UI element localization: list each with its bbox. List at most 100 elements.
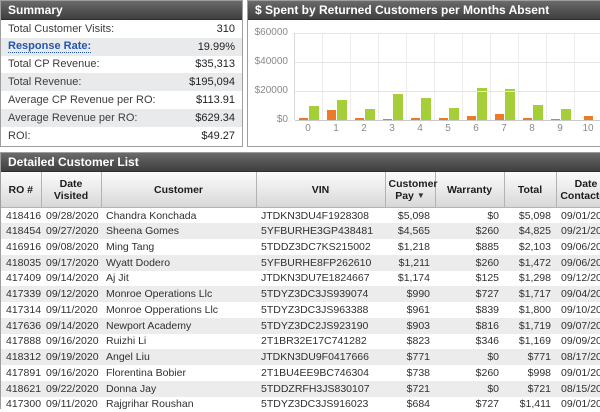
customer-list-header: Detailed Customer List [1, 153, 600, 172]
green-series-bar [309, 106, 319, 120]
gridline [295, 33, 600, 34]
cell-total: $1,717 [504, 286, 556, 302]
cell-warranty: $125 [435, 271, 504, 287]
green-series-bar [505, 89, 515, 120]
gridline [295, 120, 600, 121]
bar-group [547, 33, 575, 120]
cell-customer-pay: $823 [385, 334, 435, 350]
cell-date-contacted: 09/07/2020 [556, 318, 600, 334]
bar-group [407, 33, 435, 120]
cell-vin: 5YFBURHE8FP262610 [256, 255, 385, 271]
cell-date-contacted: 09/01/2020 [556, 397, 600, 412]
cell-date-contacted: 08/15/2020 [556, 381, 600, 397]
green-series-bar [561, 109, 571, 120]
cell-customer-pay: $738 [385, 365, 435, 381]
chart-panel-header: $ Spent by Returned Customers per Months… [248, 1, 600, 20]
response-rate-link[interactable]: Response Rate: [8, 40, 91, 53]
cell-customer: Monroe Operations Llc [101, 286, 256, 302]
cell-date-contacted: 09/10/2020 [556, 302, 600, 318]
cell-date-visited: 09/12/2020 [41, 286, 101, 302]
y-tick-label: $20000 [248, 86, 288, 96]
cell-date-visited: 09/16/2020 [41, 365, 101, 381]
summary-row: Average Revenue per RO:$629.34 [1, 109, 242, 127]
bar-group [463, 33, 491, 120]
green-series-bar [421, 98, 431, 120]
cell-customer-pay: $1,218 [385, 239, 435, 255]
x-tick-label: 6 [462, 123, 490, 134]
cell-customer-pay: $1,174 [385, 271, 435, 287]
bar-group [379, 33, 407, 120]
cell-date-contacted: 09/06/2020 [556, 255, 600, 271]
column-header-warranty[interactable]: Warranty [435, 172, 504, 208]
cell-customer-pay: $961 [385, 302, 435, 318]
cell-date-visited: 09/17/2020 [41, 255, 101, 271]
cell-total: $1,472 [504, 255, 556, 271]
cell-total: $2,103 [504, 239, 556, 255]
column-header-ro-[interactable]: RO # [1, 172, 41, 208]
summary-label: Average CP Revenue per RO: [8, 94, 156, 106]
x-tick-label: 10 [574, 123, 600, 134]
summary-row: ROI:$49.27 [1, 127, 242, 145]
cell-ro-: 418035 [1, 255, 41, 271]
bar-group [575, 33, 600, 120]
column-header-vin[interactable]: VIN [256, 172, 385, 208]
cell-warranty: $346 [435, 334, 504, 350]
cell-date-contacted: 09/21/2020 [556, 223, 600, 239]
green-series-bar [533, 105, 543, 120]
cell-total: $4,825 [504, 223, 556, 239]
cell-customer-pay: $771 [385, 349, 435, 365]
cell-ro-: 417300 [1, 397, 41, 412]
x-tick-label: 7 [490, 123, 518, 134]
bar-group [323, 33, 351, 120]
cell-customer: Rajgrihar Roushan [101, 397, 256, 412]
chart-plot-area [294, 33, 600, 120]
cell-vin: 5TDDZRFH3JS830107 [256, 381, 385, 397]
cell-total: $771 [504, 349, 556, 365]
cell-customer-pay: $721 [385, 381, 435, 397]
summary-value: $49.27 [201, 130, 235, 142]
cell-total: $1,169 [504, 334, 556, 350]
cell-date-visited: 09/11/2020 [41, 397, 101, 412]
gridline [295, 91, 600, 92]
column-header-customer[interactable]: Customer [101, 172, 256, 208]
green-series-bar [449, 108, 459, 120]
cell-warranty: $0 [435, 349, 504, 365]
x-tick-label: 8 [518, 123, 546, 134]
chart-title: $ Spent by Returned Customers per Months… [255, 3, 549, 17]
cell-customer: Wyatt Dodero [101, 255, 256, 271]
column-header-customer-pay[interactable]: Customer Pay▼ [385, 172, 435, 208]
green-series-bar [393, 94, 403, 120]
cell-ro-: 418454 [1, 223, 41, 239]
bar-group [435, 33, 463, 120]
x-tick-label: 1 [322, 123, 350, 134]
bar-group [491, 33, 519, 120]
summary-row: Response Rate:19.99% [1, 38, 242, 56]
cell-date-visited: 09/14/2020 [41, 318, 101, 334]
column-header-date-contacted[interactable]: Date Contacted [556, 172, 600, 208]
cell-date-visited: 09/22/2020 [41, 381, 101, 397]
cell-date-contacted: 08/17/2020 [556, 349, 600, 365]
cell-date-contacted: 09/09/2020 [556, 334, 600, 350]
cell-warranty: $260 [435, 255, 504, 271]
cell-customer-pay: $903 [385, 318, 435, 334]
column-header-date-visited[interactable]: Date Visited [41, 172, 101, 208]
cell-date-contacted: 09/01/2020 [556, 365, 600, 381]
cell-customer-pay: $990 [385, 286, 435, 302]
column-header-total[interactable]: Total [504, 172, 556, 208]
cell-warranty: $260 [435, 365, 504, 381]
summary-label: Total Customer Visits: [8, 23, 114, 35]
y-tick-label: $0 [248, 115, 288, 125]
cell-warranty: $260 [435, 223, 504, 239]
cell-total: $1,298 [504, 271, 556, 287]
cell-date-visited: 09/11/2020 [41, 302, 101, 318]
